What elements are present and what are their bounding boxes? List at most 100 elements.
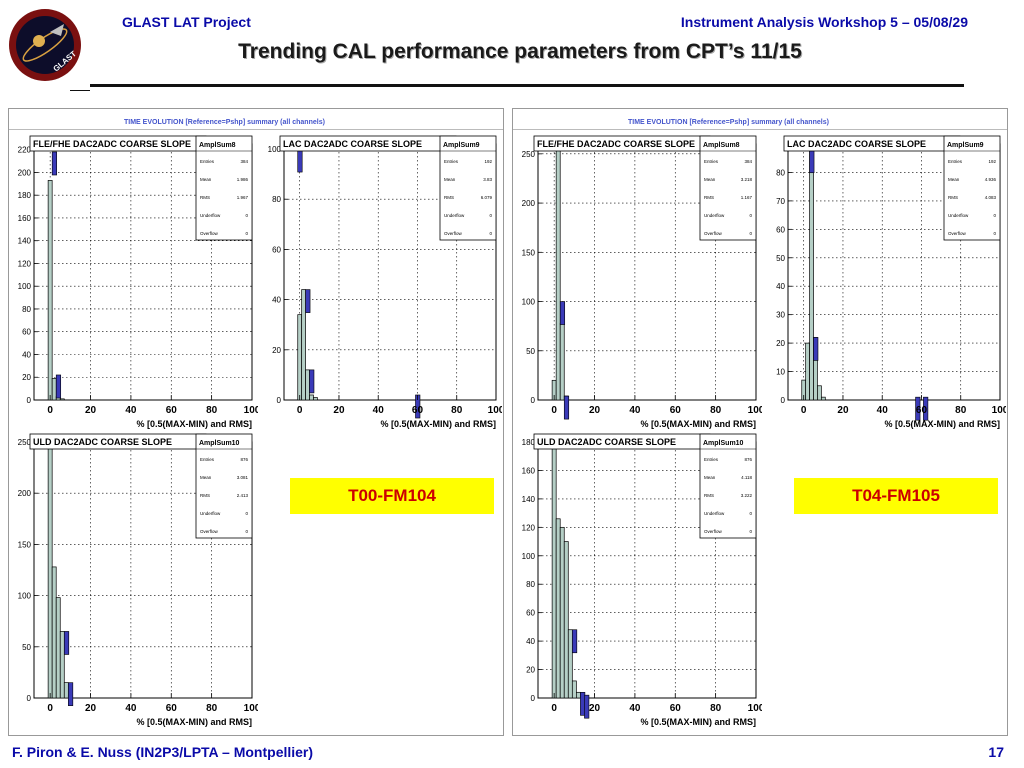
y-tick-label: 40 xyxy=(22,350,31,359)
x-tick-label: 0 xyxy=(297,405,303,416)
x-tick-label: 60 xyxy=(670,405,682,416)
chart-title: ULD DAC2ADC COARSE SLOPE xyxy=(537,437,676,447)
histogram-bar xyxy=(559,526,565,699)
x-tick-label: 60 xyxy=(670,703,682,714)
x-tick-label: 40 xyxy=(125,703,137,714)
histogram-bar xyxy=(555,518,561,699)
stats-key: RMS xyxy=(200,195,210,200)
chart-title: FLE/FHE DAC2ADC COARSE SLOPE xyxy=(33,139,191,149)
histogram-bar xyxy=(51,566,57,699)
stats-value: 0 xyxy=(489,231,492,236)
stats-value: 384 xyxy=(240,159,248,164)
histogram-bar xyxy=(821,396,826,401)
label-fm105: T04-FM105 xyxy=(794,478,998,514)
stats-value: 876 xyxy=(744,457,752,462)
x-tick-label: 40 xyxy=(125,405,137,416)
x-tick-label: 0 xyxy=(801,405,807,416)
y-tick-label: 80 xyxy=(272,195,281,204)
stats-key: Entries xyxy=(200,159,215,164)
x-tick-label: 0 xyxy=(551,703,557,714)
x-tick-label: 20 xyxy=(589,703,601,714)
chart-title: LAC DAC2ADC COARSE SLOPE xyxy=(787,139,926,149)
y-tick-label: 30 xyxy=(776,311,785,320)
stats-key: Entries xyxy=(948,159,963,164)
histogram-bar xyxy=(313,397,318,401)
x-tick-label: 100 xyxy=(488,405,502,416)
stats-value: 192 xyxy=(988,159,996,164)
y-tick-label: 50 xyxy=(526,347,535,356)
y-tick-label: 250 xyxy=(18,438,32,447)
stats-value: 3.081 xyxy=(237,475,249,480)
y-tick-label: 0 xyxy=(27,396,32,405)
histogram-bar xyxy=(309,394,314,401)
y-tick-label: 140 xyxy=(522,495,536,504)
y-tick-label: 80 xyxy=(22,305,31,314)
stats-value: 0 xyxy=(749,231,752,236)
stats-key: Overflow xyxy=(948,231,967,236)
histogram-bar xyxy=(63,682,69,699)
y-tick-label: 20 xyxy=(526,666,535,675)
fle-fhe-histogram-fm104: 0 20 40 60 80 100 120 140 160 180 200 220 0 20 40 60 80 1… xyxy=(18,135,258,429)
stats-key: Entries xyxy=(704,159,719,164)
x-tick-label: 80 xyxy=(710,703,722,714)
x-axis-label: % [0.5(MAX-MIN) and RMS] xyxy=(885,419,1001,429)
stats-key: Underflow xyxy=(704,511,725,516)
stats-key: Overflow xyxy=(200,231,219,236)
histogram-bar xyxy=(51,378,57,401)
chart-title: FLE/FHE DAC2ADC COARSE SLOPE xyxy=(537,139,695,149)
stats-value: 1.986 xyxy=(237,177,249,182)
y-tick-label: 40 xyxy=(776,282,785,291)
x-tick-label: 0 xyxy=(47,703,53,714)
stats-key: Underflow xyxy=(948,213,969,218)
stats-value: 0 xyxy=(749,529,752,534)
right-panel-title: TIME EVOLUTION [Reference=Pshp] summary … xyxy=(628,119,829,126)
x-tick-label: 100 xyxy=(748,405,762,416)
page-title: Trending CAL performance parameters from… xyxy=(238,40,802,63)
y-tick-label: 60 xyxy=(526,609,535,618)
uld-histogram-fm104: 0 50 100 150 200 250 0 20 40 60 80 100 % [0.5(MAX-MI… xyxy=(18,433,258,727)
histogram-bar xyxy=(555,145,561,401)
y-tick-label: 180 xyxy=(18,191,32,200)
x-tick-label: 40 xyxy=(629,405,641,416)
stats-name: AmplSum8 xyxy=(199,142,236,149)
y-tick-label: 100 xyxy=(522,552,536,561)
stats-key: Underflow xyxy=(444,213,465,218)
histogram-bar xyxy=(47,441,53,699)
y-tick-label: 10 xyxy=(776,368,785,377)
stats-value: 1.967 xyxy=(237,195,249,200)
histogram-bar xyxy=(809,149,814,401)
stats-name: AmplSum10 xyxy=(199,440,240,447)
stats-value: 3.83 xyxy=(483,177,492,182)
reference-marker xyxy=(559,301,566,325)
reference-marker xyxy=(813,337,819,361)
reference-marker xyxy=(572,629,578,654)
y-tick-label: 50 xyxy=(22,643,31,652)
reference-marker xyxy=(415,394,421,419)
histogram-bar xyxy=(297,314,303,401)
y-tick-label: 20 xyxy=(776,339,785,348)
stats-value: 0 xyxy=(245,231,248,236)
x-axis-label: % [0.5(MAX-MIN) and RMS] xyxy=(641,419,757,429)
x-tick-label: 40 xyxy=(877,405,889,416)
x-tick-label: 80 xyxy=(206,405,218,416)
x-axis-label: % [0.5(MAX-MIN) and RMS] xyxy=(381,419,497,429)
stats-name: AmplSum9 xyxy=(443,142,480,149)
stats-box xyxy=(699,135,757,241)
label-fm104: T00-FM104 xyxy=(290,478,494,514)
x-axis-label: % [0.5(MAX-MIN) and RMS] xyxy=(137,419,253,429)
stats-box xyxy=(439,135,497,241)
stats-key: Overflow xyxy=(704,231,723,236)
y-tick-label: 60 xyxy=(776,225,785,234)
stats-value: 3.218 xyxy=(741,177,753,182)
reference-marker xyxy=(55,374,62,399)
x-tick-label: 60 xyxy=(412,405,424,416)
reference-marker xyxy=(63,631,70,655)
project-name: GLAST LAT Project xyxy=(122,14,251,30)
x-tick-label: 100 xyxy=(244,405,258,416)
y-tick-label: 20 xyxy=(272,346,281,355)
stats-box xyxy=(195,433,253,539)
x-tick-label: 20 xyxy=(837,405,849,416)
workshop-name: Instrument Analysis Workshop 5 – 05/08/2… xyxy=(680,14,968,30)
y-tick-label: 80 xyxy=(526,580,535,589)
x-tick-label: 0 xyxy=(551,405,557,416)
